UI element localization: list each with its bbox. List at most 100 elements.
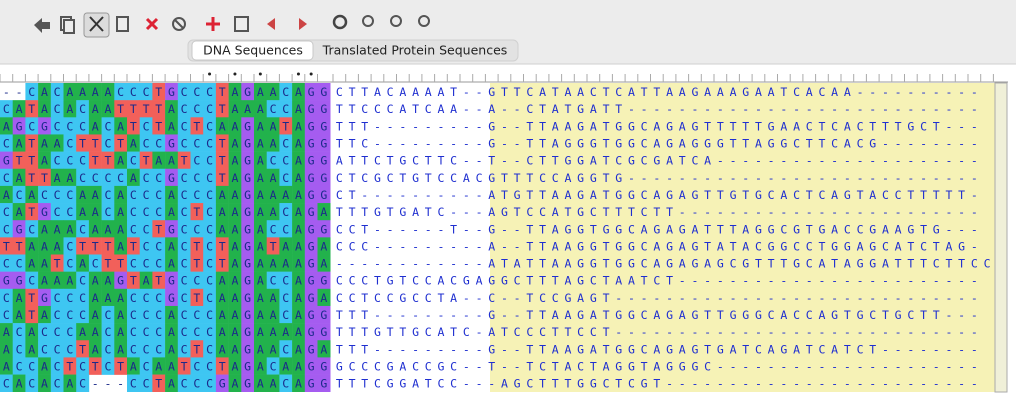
base-cell — [254, 357, 267, 375]
base-cell — [12, 203, 26, 221]
base-cell — [0, 220, 13, 238]
base-cell — [190, 100, 204, 118]
next-icon[interactable] — [299, 18, 307, 30]
base-cell — [279, 271, 293, 290]
base-cell — [228, 271, 242, 290]
base-cell — [317, 288, 331, 307]
delete-icon[interactable] — [145, 17, 159, 31]
base-cell — [266, 220, 280, 238]
tab-label[interactable]: DNA Sequences — [203, 43, 303, 58]
base-cell — [0, 185, 13, 204]
base-cell — [165, 203, 179, 221]
base-cell — [101, 305, 115, 324]
base-cell — [279, 100, 293, 118]
base-cell — [228, 134, 242, 152]
base-cell — [228, 83, 242, 101]
base-cell — [76, 305, 90, 324]
unaligned-bases: TTT---------G--TTAAGATGGCAGAGTTTTTGAACTC… — [336, 119, 978, 133]
base-cell — [0, 100, 13, 118]
base-cell — [177, 151, 191, 170]
base-cell — [38, 323, 52, 341]
zoom-icon[interactable] — [332, 14, 348, 30]
base-cell — [203, 100, 217, 118]
add-icon[interactable] — [206, 17, 220, 31]
no-gap-icon[interactable] — [172, 17, 186, 31]
base-cell — [114, 203, 128, 221]
base-cell — [165, 134, 179, 152]
base-cell — [177, 323, 191, 341]
zoom-out-icon[interactable] — [418, 15, 430, 27]
prev-icon[interactable] — [267, 18, 275, 30]
base-cell — [215, 323, 229, 341]
base-cell — [292, 323, 306, 341]
zoom-next-icon[interactable] — [390, 15, 402, 27]
base-cell — [25, 271, 39, 290]
base-cell — [114, 151, 128, 170]
base-cell — [317, 305, 331, 324]
base-cell — [114, 305, 128, 324]
insert-icon[interactable] — [234, 16, 249, 32]
base-cell — [279, 151, 293, 170]
base-cell — [50, 271, 64, 290]
base-cell — [152, 288, 166, 307]
base-cell — [12, 220, 26, 238]
base-cell — [165, 340, 179, 358]
base-cell — [165, 185, 179, 204]
ruler-dot — [208, 72, 212, 76]
base-cell — [203, 340, 217, 358]
base-cell — [177, 203, 191, 221]
unaligned-bases: CCCTGTCCACGAGGCTTTAGCTAATCT-------------… — [336, 274, 978, 288]
base-cell — [101, 340, 115, 358]
base-cell — [317, 117, 331, 135]
base-cell — [76, 203, 90, 221]
base-cell — [177, 305, 191, 324]
base-cell — [101, 100, 115, 118]
base-cell — [317, 237, 331, 255]
base-cell — [241, 305, 255, 324]
paste-icon[interactable] — [116, 16, 129, 32]
base-cell — [25, 340, 39, 358]
base-cell — [241, 374, 255, 392]
base-cell — [152, 151, 166, 170]
undo-icon[interactable] — [34, 18, 50, 33]
unaligned-bases: GCCCGACCGC--T--TCTACTAGGTAGGGC----------… — [336, 359, 978, 373]
base-cell — [215, 134, 229, 152]
base-cell — [152, 168, 166, 187]
base-cell — [190, 305, 204, 324]
base-cell — [0, 151, 13, 170]
base-cell — [228, 203, 242, 221]
base-cell — [228, 374, 242, 392]
base-cell — [279, 323, 293, 341]
base-cell — [139, 220, 153, 238]
base-cell — [317, 83, 331, 101]
base-cell — [165, 151, 179, 170]
zoom-prev-icon[interactable] — [362, 15, 374, 27]
base-cell — [88, 185, 102, 204]
base-cell — [177, 288, 191, 307]
base-cell — [25, 220, 39, 238]
base-cell — [0, 237, 13, 255]
base-cell — [38, 100, 52, 118]
base-cell — [38, 203, 52, 221]
base-cell — [152, 203, 166, 221]
base-cell — [88, 151, 102, 170]
base-cell — [12, 357, 26, 375]
base-cell — [38, 151, 52, 170]
base-cell — [114, 357, 128, 375]
base-cell — [38, 254, 52, 272]
base-cell — [139, 254, 153, 272]
base-cell — [165, 374, 179, 392]
base-cell — [127, 151, 140, 170]
base-cell — [317, 254, 331, 272]
base-cell — [38, 220, 52, 238]
base-cell — [25, 288, 39, 307]
tab-label[interactable]: Translated Protein Sequences — [322, 43, 508, 58]
base-cell — [38, 168, 52, 187]
base-cell — [190, 83, 204, 101]
base-cell — [50, 220, 64, 238]
unaligned-bases: CTCGCTGTCCACGTTTCCAGGTG-----------------… — [336, 171, 978, 185]
base-cell — [304, 117, 318, 135]
base-cell — [165, 254, 179, 272]
base-cell — [139, 271, 153, 290]
unaligned-bases: TTT---------G--TTAAGATGGCAGAGTTGGGCACCAG… — [336, 308, 978, 322]
